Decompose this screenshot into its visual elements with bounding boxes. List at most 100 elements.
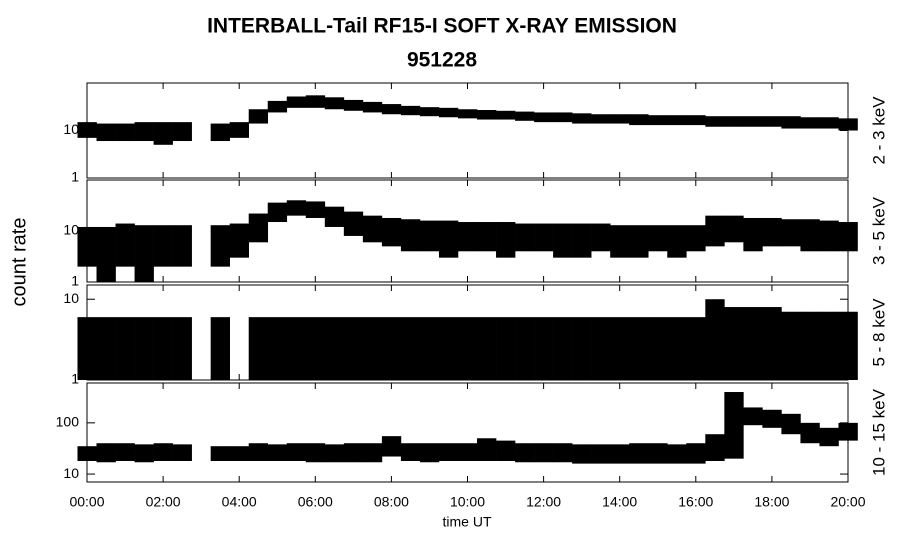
data-band [572,317,592,380]
data-band [667,317,687,380]
data-band [400,105,421,116]
data-band [324,317,345,380]
y-tick-label: 10 [63,222,79,238]
data-band [781,311,801,380]
panel-frame [86,82,849,179]
data-band [248,213,269,243]
data-band [248,317,269,380]
data-band [438,443,459,461]
data-band [438,317,459,380]
data-band [210,446,230,461]
data-band [381,217,402,247]
data-band [743,407,763,426]
data-band [800,219,820,252]
data-band [305,201,326,218]
data-band [648,317,668,380]
data-band [667,225,687,258]
x-tick-label: 16:00 [678,494,713,510]
data-band [210,123,230,142]
data-band [267,100,288,113]
data-band [800,422,820,444]
data-band [515,223,535,252]
data-band [477,222,497,252]
data-band [781,116,801,129]
data-band [134,122,154,142]
x-tick-label: 00:00 [69,494,104,510]
y-tick-label: 1 [71,273,79,289]
y-axis-label: count rate [8,218,30,307]
data-band [381,317,402,380]
y-tick-label: 1 [71,371,79,387]
x-axis-label: time UT [443,514,492,530]
data-band [705,116,725,127]
data-band [743,307,763,380]
data-band [477,317,497,380]
panel-label: 2 - 3 keV [869,96,888,165]
data-band [781,413,801,435]
data-band [381,436,402,457]
data-band [96,443,116,463]
data-band [629,317,649,380]
panel-label: 5 - 8 keV [869,298,888,367]
x-tick-label: 04:00 [222,494,257,510]
data-band [591,223,611,252]
data-band [229,446,250,461]
data-band [724,392,744,459]
y-tick-label: 10 [63,465,79,481]
data-band [515,317,535,380]
data-band [591,114,611,124]
data-band [553,223,573,258]
panel-label: 3 - 5 keV [869,196,888,265]
data-band [572,444,592,464]
data-band [457,317,478,380]
y-tick-label: 10 [63,121,79,137]
data-band [629,443,649,464]
data-band [553,112,573,123]
data-band [172,317,192,380]
data-band [610,444,630,464]
data-band [153,317,173,380]
data-band [496,317,516,380]
data-band [362,443,383,463]
data-band [457,222,478,252]
data-band [819,427,839,447]
data-band [477,438,497,461]
data-band [781,219,801,247]
data-band [210,317,230,380]
data-band [324,97,345,110]
data-band [819,117,839,129]
data-band [705,215,725,247]
data-band [400,317,421,380]
data-band [610,317,630,380]
data-band [648,443,668,464]
data-band [286,317,307,380]
data-band [153,443,173,461]
data-band [553,443,573,463]
data-band [96,317,116,380]
x-tick-label: 08:00 [374,494,409,510]
data-band [343,443,364,463]
x-tick-label: 14:00 [602,494,637,510]
data-band [553,317,573,380]
data-band [534,317,554,380]
data-band [496,440,516,461]
data-band [172,122,192,142]
data-band [477,110,497,120]
data-band [705,299,725,380]
data-band [610,225,630,258]
data-band [762,116,782,127]
data-band [457,109,478,119]
data-band [267,202,288,223]
data-band [667,115,687,126]
data-band [724,215,744,243]
data-band [248,443,269,461]
data-band [438,107,459,118]
y-tick-label: 100 [56,414,80,430]
data-band [419,317,440,380]
data-band [324,206,345,227]
data-band [800,117,820,129]
x-tick-label: 02:00 [146,494,181,510]
data-band [172,444,192,461]
data-band [572,223,592,258]
y-tick-label: 1 [71,169,79,185]
